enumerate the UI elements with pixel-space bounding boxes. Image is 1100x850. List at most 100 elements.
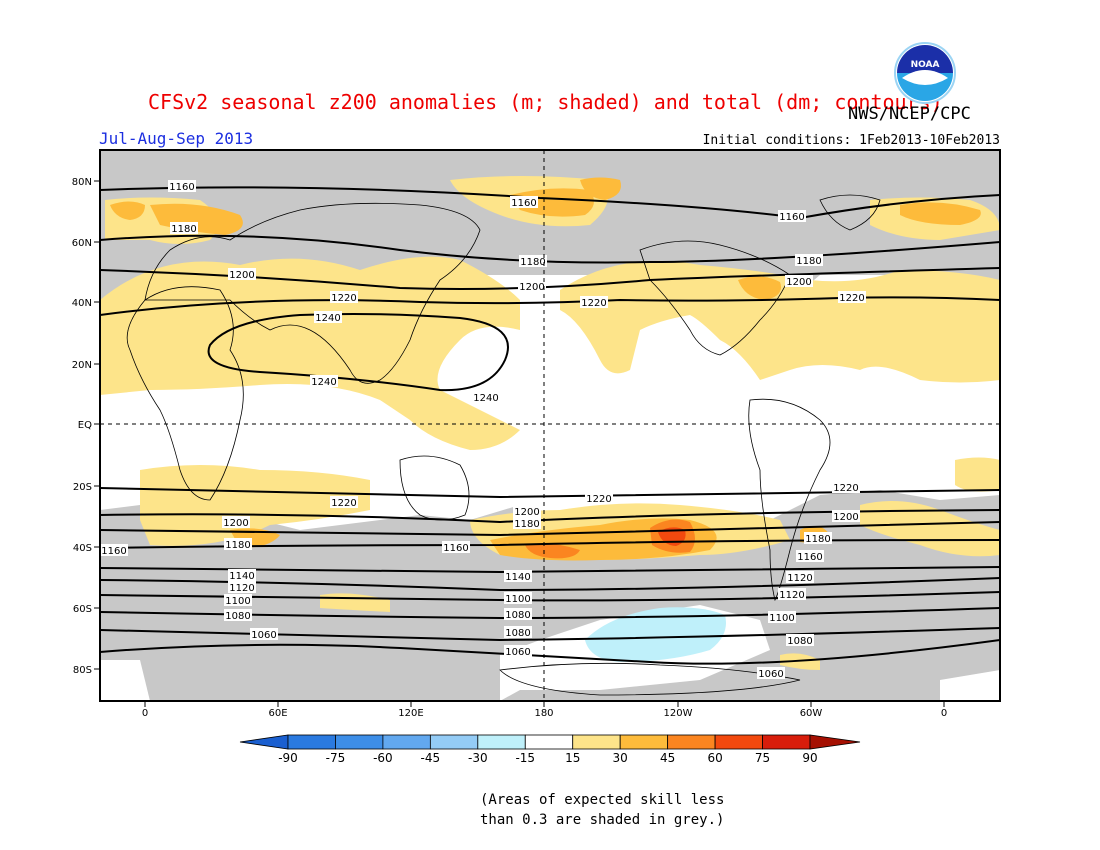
coastlines: [126, 194, 881, 696]
contour-label: 1060: [251, 630, 276, 641]
noaa-logo: NOAA: [894, 42, 956, 104]
map-plot-area: 1160 1160 1160 1180 1180 1180 1200 1200 …: [100, 150, 1000, 701]
lon-label: 180: [534, 708, 553, 719]
lat-label: 40S: [73, 543, 92, 554]
season-label: Jul-Aug-Sep 2013: [99, 129, 254, 148]
contour-label: 1080: [225, 611, 250, 622]
contour-label: 1200: [519, 282, 544, 293]
contour-label: 1100: [225, 596, 250, 607]
colorbar-box: [429, 734, 479, 750]
contour-label: 1060: [505, 647, 530, 658]
lat-label: 80N: [72, 177, 92, 188]
contour-label: 1060: [758, 669, 783, 680]
colorbar-box: [335, 734, 384, 750]
contour-label: 1180: [805, 534, 830, 545]
contour-label: 1180: [171, 224, 196, 235]
contour-label: 1200: [786, 277, 811, 288]
contour-label: 1180: [514, 519, 539, 530]
colorbar-min-arrow: [239, 734, 289, 750]
anomaly-shading-neg-15-30: [585, 607, 726, 662]
lat-label: 60S: [73, 604, 92, 615]
contour-label: 1220: [331, 293, 356, 304]
colorbar-tick-label: -75: [326, 751, 346, 765]
colorbar-tick-label: 45: [660, 751, 675, 765]
lon-label: 0: [941, 708, 947, 719]
colorbar-box: [382, 734, 431, 750]
colorbar-tick-label: 30: [613, 751, 628, 765]
footnote-line-2: than 0.3 are shaded in grey.): [480, 812, 725, 828]
contour-label: 1220: [839, 293, 864, 304]
contour-label: 1160: [511, 198, 536, 209]
contour-label: 1140: [229, 571, 254, 582]
contour-label: 1240: [315, 313, 340, 324]
colorbar: -90 -75 -60 -45 -30 -15 15 30 45 60 75 90: [239, 734, 861, 765]
colorbar-tick-label: 60: [707, 751, 722, 765]
contour-label: 1080: [505, 628, 530, 639]
colorbar-tick-label: -30: [468, 751, 488, 765]
anomaly-shading-30-45: [110, 177, 981, 561]
contour-labels: 1160 1160 1160 1180 1180 1180 1200 1200 …: [100, 180, 866, 680]
contour-label: 1200: [833, 512, 858, 523]
map-background: [100, 150, 1000, 701]
contour-label: 1180: [796, 256, 821, 267]
colorbar-tick-label: 15: [565, 751, 580, 765]
contour-label: 1160: [797, 552, 822, 563]
contour-label: 1220: [581, 298, 606, 309]
height-contours: [100, 186, 1000, 665]
contour-label: 1180: [520, 257, 545, 268]
lat-label: 40N: [72, 298, 92, 309]
contour-label: 1200: [223, 518, 248, 529]
colorbar-tick-label: 90: [802, 751, 817, 765]
colorbar-box: [572, 734, 621, 750]
colorbar-box: [287, 734, 336, 750]
colorbar-tick-label: -45: [421, 751, 441, 765]
contour-label: 1200: [229, 270, 254, 281]
colorbar-tick-label: 75: [755, 751, 770, 765]
contour-label: 1220: [833, 483, 858, 494]
agency-label: NWS/NCEP/CPC: [848, 104, 971, 124]
contour-label: 1220: [586, 494, 611, 505]
contour-label: 1080: [505, 610, 530, 621]
footnote-line-1: (Areas of expected skill less: [480, 792, 725, 808]
anomaly-shading-60-75: [658, 527, 686, 546]
contour-label: 1080: [787, 636, 812, 647]
colorbar-box: [524, 734, 574, 750]
lon-axis: 0 60E 120E 180 120W 60W 0: [142, 701, 947, 719]
colorbar-box: [477, 734, 526, 750]
lat-label: EQ: [78, 420, 92, 431]
colorbar-box: [714, 734, 763, 750]
contour-label: 1160: [779, 212, 804, 223]
map-title: CFSv2 seasonal z200 anomalies (m; shaded…: [148, 90, 943, 114]
lat-label: 20N: [72, 360, 92, 371]
lon-label: 120E: [398, 708, 423, 719]
lat-label: 60N: [72, 238, 92, 249]
lon-label: 60W: [800, 708, 823, 719]
anomaly-shading-15-30: [100, 176, 1000, 670]
lon-label: 120W: [664, 708, 693, 719]
contour-label: 1200: [514, 507, 539, 518]
initial-conditions-label: Initial conditions: 1Feb2013-10Feb2013: [702, 133, 1000, 148]
contour-label: 1240: [311, 377, 336, 388]
contour-label: 1160: [169, 182, 194, 193]
contour-label: 1140: [505, 572, 530, 583]
contour-label: 1160: [443, 543, 468, 554]
contour-label: 1220: [331, 498, 356, 509]
skill-footnote: (Areas of expected skill less than 0.3 a…: [480, 790, 740, 830]
logo-text: NOAA: [911, 60, 940, 70]
anomaly-shading-45-60: [525, 519, 695, 559]
lon-label: 60E: [268, 708, 287, 719]
colorbar-tick-label: -90: [278, 751, 298, 765]
contour-label: 1120: [779, 590, 804, 601]
contour-label: 1100: [769, 613, 794, 624]
contour-label: 1160: [101, 546, 126, 557]
map-frame: [99, 149, 1001, 702]
lat-axis: 80N 60N 40N 20N EQ 20S 40S 60S 80S: [72, 177, 100, 676]
contour-label: 1180: [225, 540, 250, 551]
contour-label: 1120: [787, 573, 812, 584]
lat-label: 80S: [73, 665, 92, 676]
colorbar-tick-label: -15: [515, 751, 535, 765]
colorbar-box: [667, 734, 716, 750]
low-skill-shading: [100, 150, 1000, 701]
contour-label: 1120: [229, 583, 254, 594]
